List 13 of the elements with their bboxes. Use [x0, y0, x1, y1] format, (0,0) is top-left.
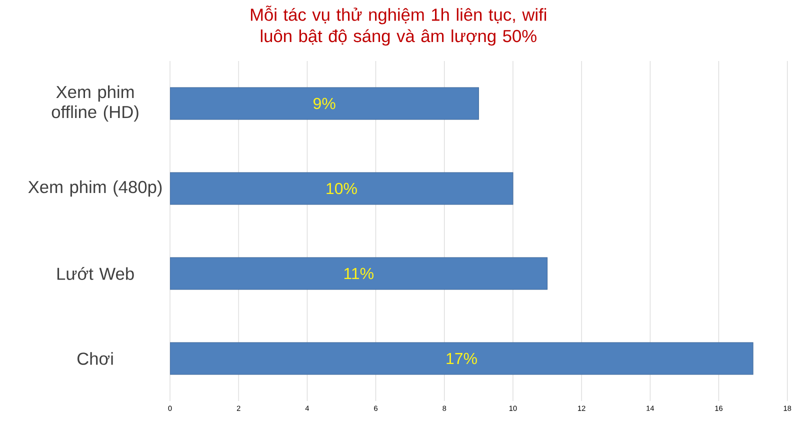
bar [170, 342, 754, 375]
y-tick-label: Xem phim (480p) [28, 180, 162, 197]
chart-title: Mỗi tác vụ thử nghiệm 1h liên tục, wifi luôn bật độ sáng và âm lượng 50% [250, 6, 546, 46]
data-label: 17% [446, 352, 477, 364]
y-tick-label: Xem phim offline (HD) [52, 85, 138, 122]
y-tick-label: Chơi [77, 352, 113, 365]
data-label: 11% [344, 268, 374, 280]
data-label: 9% [314, 98, 336, 110]
bar [170, 172, 514, 205]
bar [170, 87, 479, 120]
bar [170, 257, 548, 290]
data-label: 10% [326, 182, 357, 194]
y-tick-label: Lướt Web [57, 267, 134, 280]
